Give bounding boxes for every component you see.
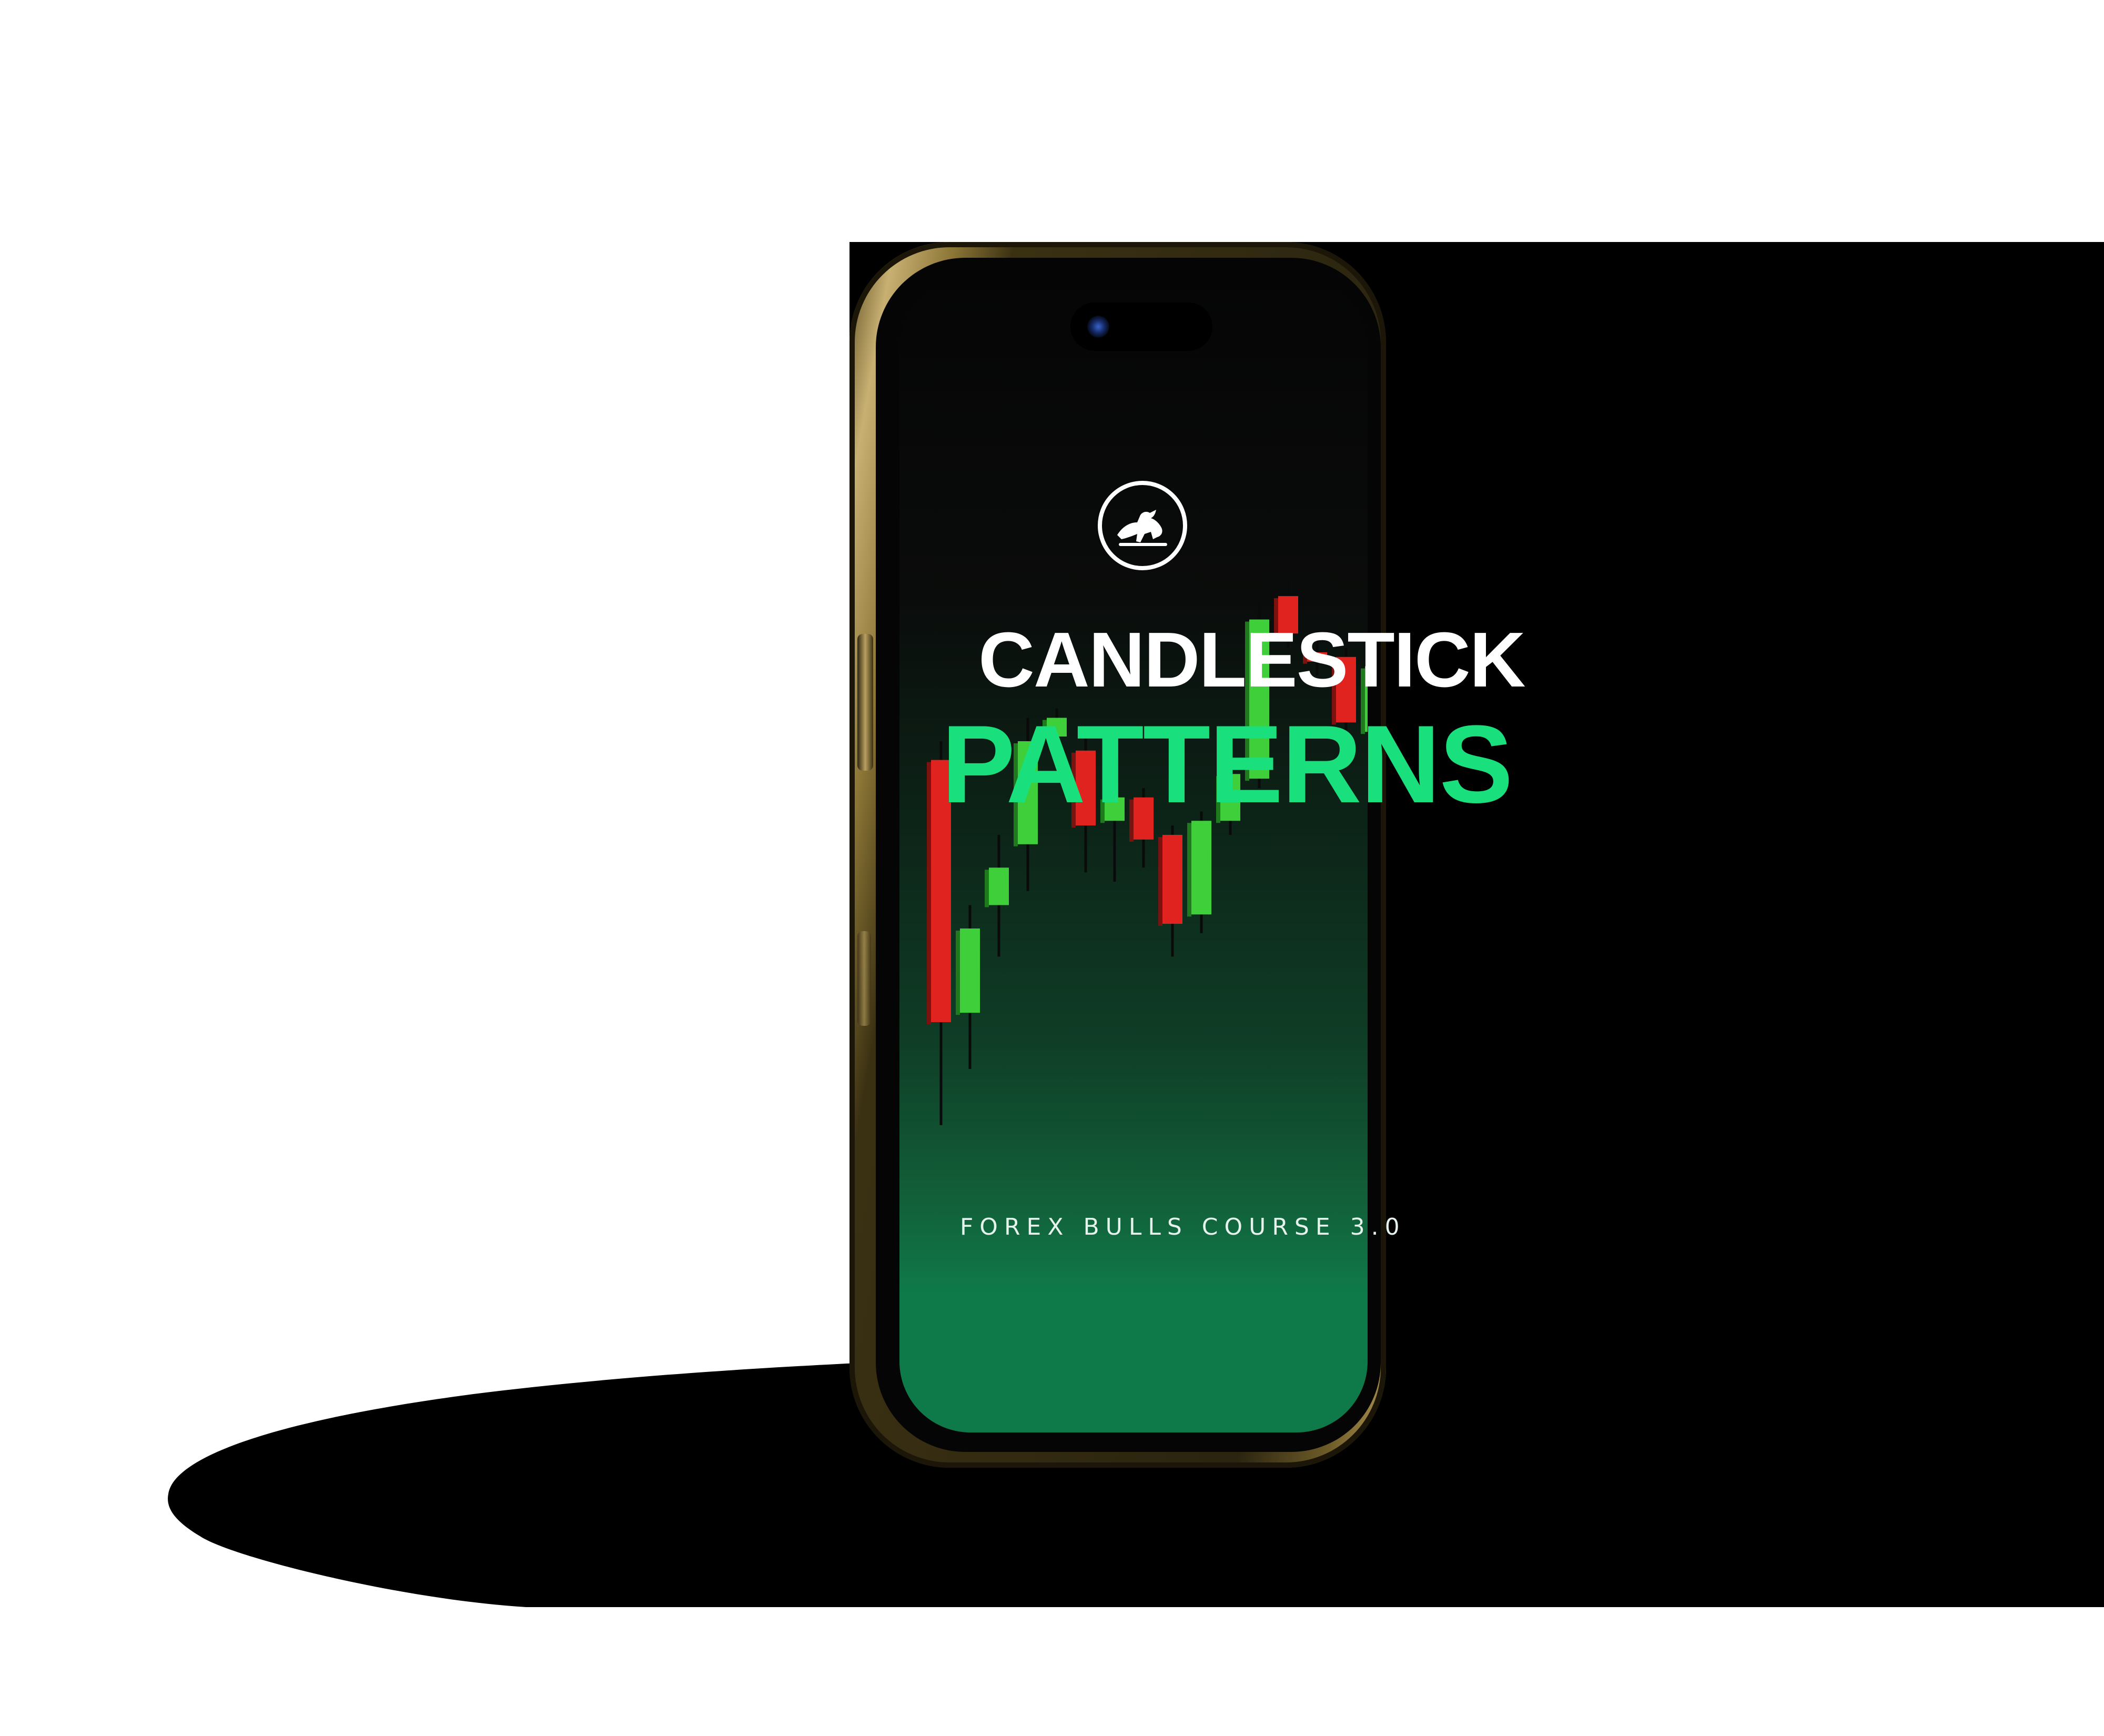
bear-candle — [1134, 797, 1154, 840]
bear-candle — [931, 760, 951, 1022]
bear-candle — [1278, 596, 1298, 634]
bull-candle — [1191, 821, 1211, 915]
bear-candle — [1076, 750, 1096, 826]
candle-side-shade — [1216, 776, 1220, 823]
bull-candle — [1018, 741, 1038, 844]
candle-side-shade — [1245, 621, 1249, 781]
candle-side-shade — [1071, 752, 1076, 828]
candle-side-shade — [1129, 799, 1134, 842]
bear-candle — [1162, 835, 1182, 924]
candle-side-shade — [1158, 837, 1162, 926]
candle-side-shade — [956, 931, 960, 1015]
title-line1: CANDLESTICK — [978, 617, 1526, 703]
bull-candle — [1249, 619, 1269, 779]
bear-candle — [1307, 652, 1327, 662]
bull-candle — [1220, 774, 1240, 821]
candle-side-shade — [927, 762, 931, 1024]
candle-side-shade — [1332, 659, 1336, 725]
bull-candle — [1365, 666, 1368, 732]
candle-side-shade — [1014, 743, 1018, 846]
camera-lens — [1087, 316, 1109, 338]
bull-icon — [1117, 510, 1167, 546]
candle-side-shade — [985, 870, 989, 907]
candle-side-shade — [1274, 598, 1278, 636]
candle-side-shade — [1100, 799, 1105, 823]
bull-candle — [1105, 797, 1125, 821]
title-line2: PATTERNS — [942, 702, 1513, 826]
subtitle: FOREX BULLS COURSE 3.0 — [960, 1214, 1406, 1240]
candle-side-shade — [1187, 823, 1191, 917]
candle-side-shade — [1303, 654, 1307, 664]
bull-candle — [960, 928, 980, 1013]
phone-screen — [899, 278, 1368, 1432]
bull-logo-icon — [1098, 481, 1187, 570]
volume-button — [857, 634, 873, 771]
candle-side-shade — [1043, 720, 1047, 739]
side-button-lower — [857, 931, 871, 1026]
phone-shadow — [168, 1362, 884, 1607]
bull-candle — [1047, 718, 1067, 737]
bull-candle — [989, 867, 1009, 905]
bear-candle — [1336, 657, 1356, 723]
candle-side-shade — [1361, 668, 1365, 734]
